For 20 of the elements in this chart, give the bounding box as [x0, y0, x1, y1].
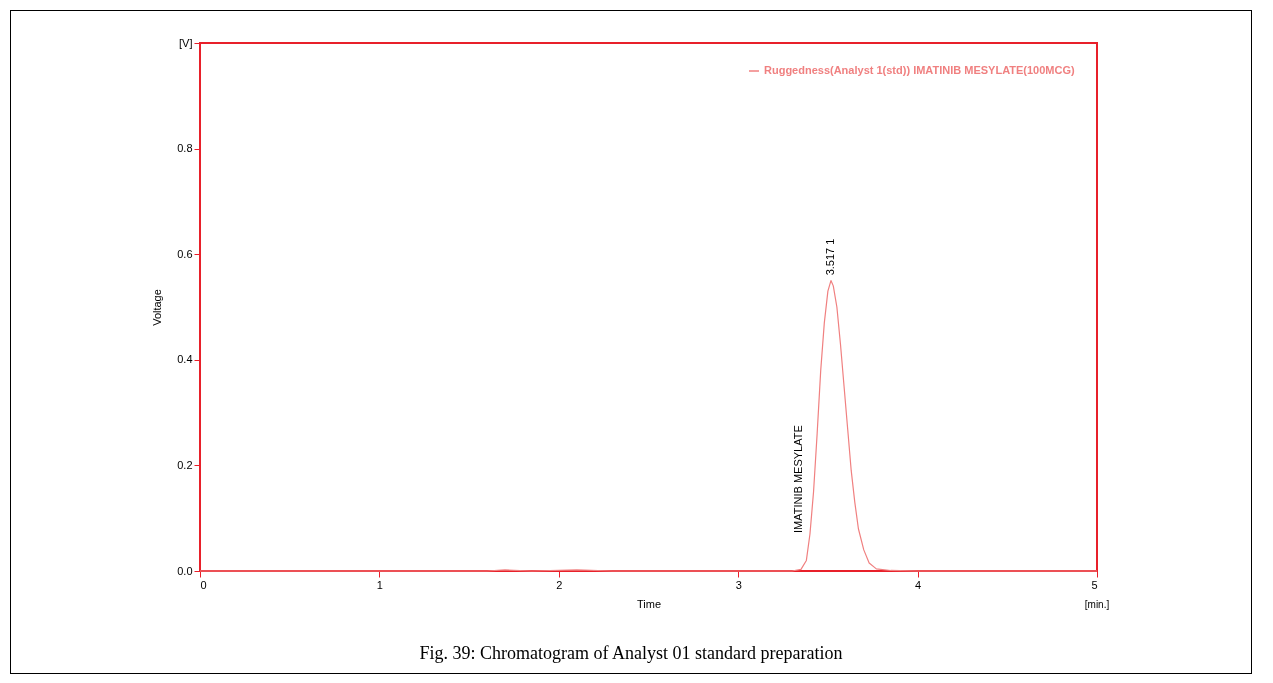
x-tick-label: 4	[915, 578, 922, 591]
x-tick-label: 5	[1091, 578, 1098, 591]
annotation: IMATINIB MESYLATE	[792, 425, 804, 533]
y-axis-title: Voltage	[151, 289, 164, 326]
annotation: 3.517 1	[823, 238, 836, 276]
y-tick-label: [V]	[179, 36, 193, 49]
text: [min.]	[1084, 599, 1110, 610]
legend-label: Ruggedness(Analyst 1(std)) IMATINIB MESYLATE(100MCG)	[764, 64, 1076, 76]
line-series	[199, 280, 1098, 572]
y-tick-label: 0.8	[177, 142, 193, 155]
x-tick-label: 2	[556, 578, 563, 591]
y-tick-label: 0.6	[177, 247, 193, 260]
x-axis-title: Time	[636, 597, 662, 610]
y-tick-label: 0.4	[177, 353, 193, 366]
x-tick-label: 3	[735, 578, 742, 591]
caption: Fig. 39: Chromatogram of Analyst 01 standard preparation	[418, 643, 844, 664]
y-tick-label: 0.0	[177, 564, 193, 577]
x-tick-label: 1	[376, 578, 383, 591]
x-tick-label: 0	[200, 578, 207, 591]
y-tick-label: 0.2	[177, 458, 193, 471]
